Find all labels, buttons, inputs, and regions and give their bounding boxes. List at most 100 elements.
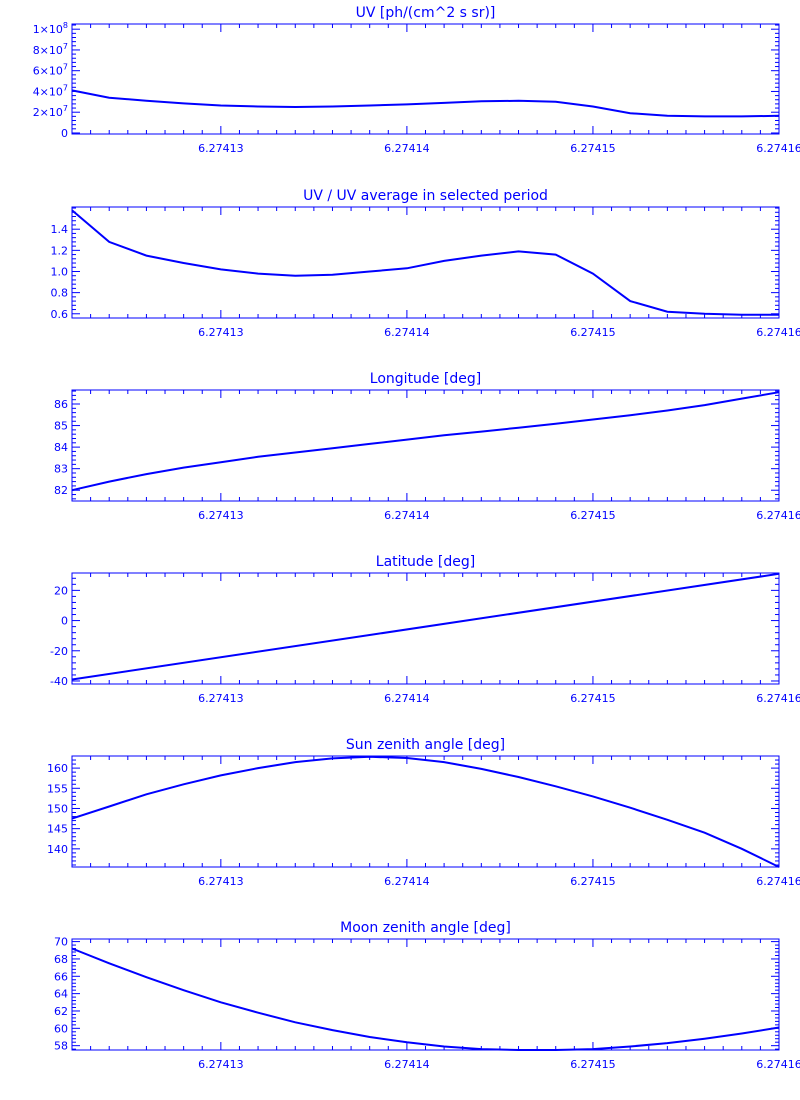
y-tick-label-base: 66 (54, 970, 68, 983)
y-tick-label-base: 84 (54, 441, 68, 454)
plot-frame (71, 755, 780, 868)
y-tick-label: 1.4 (51, 223, 69, 236)
y-tick-label: 140 (47, 843, 68, 856)
x-tick-label: 6.27413 (198, 1058, 244, 1071)
x-tick-label: 6.27415 (570, 875, 616, 888)
y-tick-label: 62 (54, 1005, 68, 1018)
y-tick-label: 2×107 (33, 104, 68, 119)
y-tick-label: 82 (54, 484, 68, 497)
x-tick-label: 6.27416 (756, 875, 800, 888)
y-tick-label-exponent: 8 (63, 21, 68, 30)
y-tick-label: 0 (61, 127, 68, 140)
y-tick-label-base: 1.2 (51, 244, 69, 257)
x-tick-label: 6.27414 (384, 692, 430, 705)
plot-panel: Latitude [deg] 6.27413 6.27414 6.27415 6.274… (50, 554, 800, 705)
y-tick-label: 160 (47, 762, 68, 775)
y-tick-label-base: 155 (47, 782, 68, 795)
y-tick-label: 0.6 (51, 308, 69, 321)
y-tick-label-base: 150 (47, 802, 68, 815)
series-line (71, 391, 780, 492)
y-tick-label: 8×107 (33, 42, 68, 57)
y-tick-label-base: 0 (61, 127, 68, 140)
plot-panel: Moon zenith angle [deg] 6.27413 6.27414 6.2… (54, 920, 800, 1071)
y-tick-label-base: -40 (50, 675, 68, 688)
x-tick-label: 6.27413 (198, 692, 244, 705)
y-tick-label-base: 0.6 (51, 308, 69, 321)
x-tick-label: 6.27414 (384, 875, 430, 888)
y-tick-label-base: 0 (61, 615, 68, 628)
x-tick-label: 6.27416 (756, 1058, 800, 1071)
x-tick-label: 6.27413 (198, 509, 244, 522)
y-tick-label-base: 62 (54, 1005, 68, 1018)
y-tick-label-base: 86 (54, 398, 68, 411)
x-tick-label: 6.27413 (198, 142, 244, 155)
y-tick-label: 6×107 (33, 63, 68, 78)
y-tick-label: 20 (54, 584, 68, 597)
y-tick-label: 68 (54, 953, 68, 966)
x-tick-label: 6.27416 (756, 509, 800, 522)
y-tick-label: 70 (54, 936, 68, 949)
y-tick-label: 66 (54, 970, 68, 983)
y-tick-label-exponent: 7 (63, 83, 68, 92)
y-tick-label-base: 0.8 (51, 287, 69, 300)
x-tick-label: 6.27416 (756, 142, 800, 155)
x-tick-label: 6.27415 (570, 509, 616, 522)
y-tick-label: 0.8 (51, 287, 69, 300)
series-line (71, 209, 779, 316)
y-tick-label-base: 60 (54, 1022, 68, 1035)
y-tick-label-base: 83 (54, 463, 68, 476)
y-tick-label: 60 (54, 1022, 68, 1035)
y-tick-label: 1.2 (51, 244, 69, 257)
y-tick-label-base: -20 (50, 645, 68, 658)
x-tick-label: 6.27416 (756, 692, 800, 705)
y-tick-label-base: 70 (54, 936, 68, 949)
y-tick-label: 0 (61, 615, 68, 628)
y-tick-label-exponent: 7 (63, 104, 68, 113)
plot-panel: UV / UV average in selected period 6.2741… (51, 188, 800, 339)
x-tick-label: 6.27414 (384, 326, 430, 339)
x-tick-label: 6.27414 (384, 142, 430, 155)
y-tick-label: 4×107 (33, 83, 68, 98)
y-tick-label-base: 4×10 (33, 85, 63, 98)
series-line (71, 572, 780, 681)
y-tick-label-base: 64 (54, 988, 68, 1001)
y-tick-label: -40 (50, 675, 68, 688)
y-tick-label-base: 1.4 (51, 223, 69, 236)
series-line (71, 947, 780, 1051)
y-tick-label-base: 20 (54, 584, 68, 597)
x-tick-label: 6.27415 (570, 326, 616, 339)
plot-title: UV [ph/(cm^2 s sr)] (356, 5, 496, 21)
plot-frame (71, 938, 780, 1051)
y-tick-label-exponent: 7 (63, 42, 68, 51)
y-tick-label: 1.0 (51, 265, 69, 278)
y-tick-label-base: 1.0 (51, 265, 69, 278)
series-line (71, 89, 780, 118)
x-tick-label: 6.27414 (384, 1058, 430, 1071)
y-tick-label-base: 8×10 (33, 44, 63, 57)
x-tick-label: 6.27415 (570, 692, 616, 705)
plot-title: Latitude [deg] (376, 554, 475, 570)
plot-panel: UV [ph/(cm^2 s sr)] 6.27413 6.27414 6.27415… (33, 5, 800, 155)
y-tick-label: 145 (47, 823, 68, 836)
series-line (71, 755, 780, 868)
y-tick-label-base: 68 (54, 953, 68, 966)
y-tick-label: 84 (54, 441, 68, 454)
y-tick-label-base: 140 (47, 843, 68, 856)
x-tick-label: 6.27415 (570, 142, 616, 155)
y-tick-label-base: 160 (47, 762, 68, 775)
y-tick-label: 83 (54, 463, 68, 476)
plot-title: Moon zenith angle [deg] (340, 920, 511, 936)
x-tick-label: 6.27413 (198, 326, 244, 339)
plot-title: Sun zenith angle [deg] (346, 737, 505, 753)
y-tick-label-base: 6×10 (33, 65, 63, 78)
y-tick-label-base: 1×10 (33, 23, 63, 36)
y-tick-label: 155 (47, 782, 68, 795)
plot-frame (71, 23, 780, 135)
y-tick-label: -20 (50, 645, 68, 658)
y-tick-label: 150 (47, 802, 68, 815)
x-tick-label: 6.27414 (384, 509, 430, 522)
y-tick-label-base: 58 (54, 1040, 68, 1053)
plot-title: UV / UV average in selected period (303, 188, 548, 204)
y-tick-label: 58 (54, 1040, 68, 1053)
y-tick-label-base: 82 (54, 484, 68, 497)
